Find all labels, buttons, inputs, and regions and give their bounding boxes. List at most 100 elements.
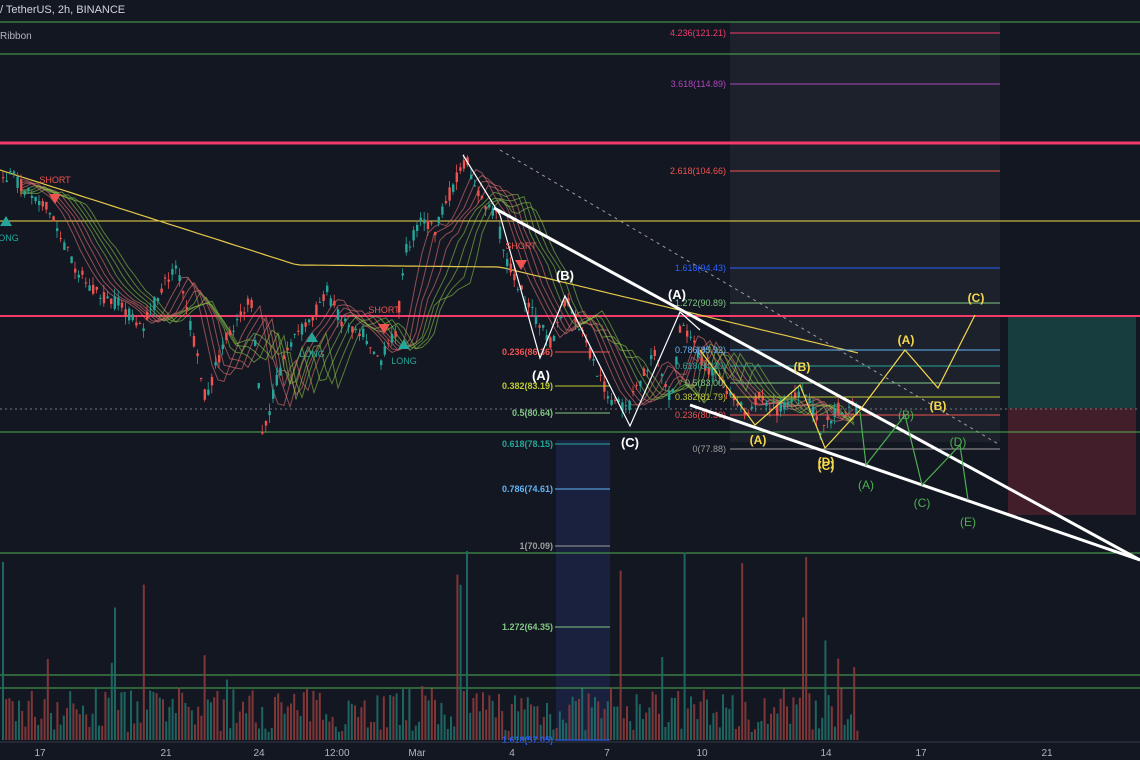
short-signal-arrow [515, 260, 527, 270]
volume-bar [722, 694, 724, 740]
volume-bar [2, 561, 4, 740]
volume-bar [373, 722, 376, 740]
candle-body [27, 188, 30, 191]
candle-body [239, 311, 242, 317]
candle-body [311, 316, 314, 321]
volume-bar [392, 696, 395, 740]
volume-bar [258, 728, 260, 740]
candle-body [12, 171, 16, 174]
candle-body [538, 325, 541, 328]
candle-body [848, 406, 851, 408]
volume-bar [366, 727, 369, 740]
volume-bar [190, 710, 193, 740]
volume-bar [210, 702, 212, 740]
candle-body [117, 297, 120, 306]
volume-bar [622, 718, 625, 740]
volume-bar [277, 693, 280, 740]
volume-bar [578, 698, 580, 740]
volume-bar [443, 714, 446, 740]
candle-body [250, 299, 253, 308]
volume-bar [734, 729, 737, 740]
volume-bar [808, 693, 811, 740]
volume-bar [270, 727, 273, 740]
fib-level-label: 0.786(74.61) [502, 484, 553, 494]
green-wave-path [859, 411, 969, 501]
candle-body [383, 346, 386, 355]
candle-body [488, 205, 491, 208]
candle-body [315, 304, 318, 316]
signal-label: LONG [391, 356, 417, 366]
candle-body [844, 411, 847, 413]
volume-bar [11, 701, 14, 740]
lower-trendline [689, 403, 1140, 562]
wave-label-green: (D) [950, 435, 967, 449]
candle-body [405, 243, 408, 253]
candle-body [351, 326, 354, 333]
volume-bar [494, 717, 497, 740]
ribbon-band [19, 180, 855, 420]
candle-body [678, 326, 682, 333]
candle-body [279, 367, 282, 376]
candle-body [452, 184, 455, 192]
candle-body [412, 230, 415, 241]
volume-bar [5, 699, 8, 740]
candle-body [243, 312, 246, 314]
volume-bar [14, 721, 17, 740]
volume-bar [501, 711, 504, 740]
candle-body [506, 258, 509, 266]
candle-body [534, 315, 538, 324]
candle-body [149, 308, 152, 311]
fib-level-label: 0.5(80.64) [512, 408, 553, 418]
volume-bar [782, 688, 785, 740]
volume-bar [661, 657, 664, 740]
fib-level-label: 1.272(64.35) [502, 622, 553, 632]
volume-bar [475, 693, 478, 740]
volume-bar [558, 711, 561, 740]
volume-bar [456, 574, 459, 740]
candle-body [556, 322, 559, 324]
moving-average-line [0, 169, 859, 354]
volume-bar [107, 697, 110, 740]
volume-bar [539, 724, 542, 740]
volume-bar [290, 703, 292, 740]
candle-body [470, 174, 473, 180]
candle-body [855, 406, 858, 415]
candle-body [275, 374, 278, 386]
fib-level-label: 0.618(84.20) [675, 361, 726, 371]
candle-body [372, 351, 376, 354]
volume-bar [632, 729, 635, 740]
ribbon-band [20, 186, 855, 426]
candle-body [729, 391, 732, 396]
volume-bar [130, 690, 132, 740]
candle-body [736, 403, 739, 406]
volume-bar [664, 727, 667, 740]
volume-bar [779, 698, 782, 740]
candle-body [686, 330, 689, 337]
volume-bar [638, 704, 641, 740]
candle-body [92, 284, 95, 294]
candle-body [81, 270, 84, 275]
candle-body [293, 333, 296, 335]
volume-bar [760, 721, 763, 740]
candle-body [750, 406, 754, 409]
candle-body [826, 416, 829, 421]
volume-bar [312, 690, 315, 740]
volume-bar [805, 557, 808, 740]
candle-body [808, 398, 811, 404]
candle-body [477, 190, 480, 196]
candle-body [509, 263, 512, 273]
wave-label-yellow: (B) [930, 399, 947, 413]
candle-body [711, 367, 714, 376]
volume-bar [693, 704, 696, 740]
volume-bar [133, 723, 136, 740]
fib-level-label: 1.618(57.05) [502, 735, 553, 745]
volume-bar [136, 701, 139, 740]
candle-body [592, 359, 595, 361]
volume-bar [296, 710, 299, 740]
volume-bar [731, 695, 734, 740]
volume-bar [776, 713, 779, 740]
candle-body [707, 367, 710, 375]
volume-bar [30, 691, 33, 740]
candle-body [596, 375, 599, 377]
